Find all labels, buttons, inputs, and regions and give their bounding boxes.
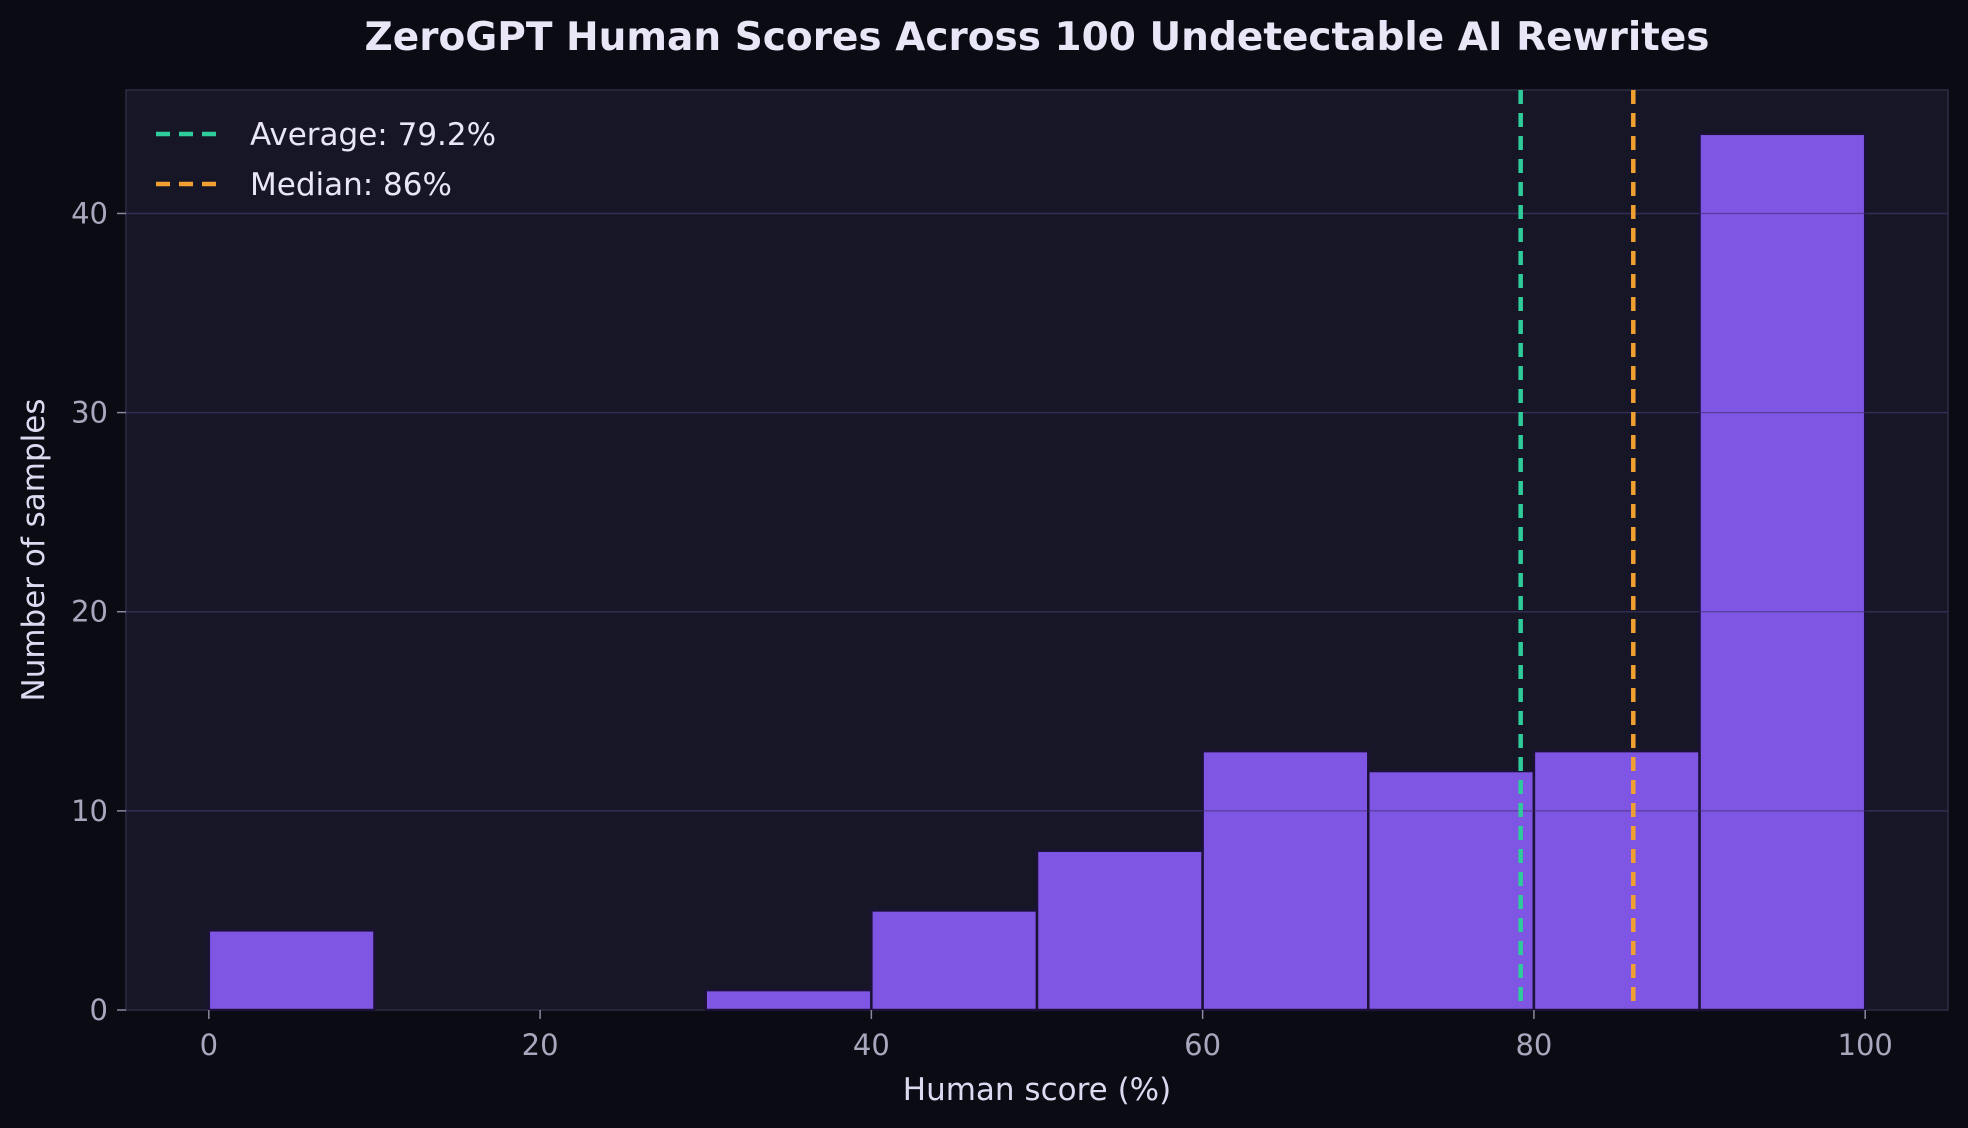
x-tick-label-0: 0 <box>200 1028 218 1062</box>
y-tick-label-30: 30 <box>71 396 108 430</box>
x-tick-label-40: 40 <box>853 1028 890 1062</box>
x-axis-label: Human score (%) <box>903 1072 1171 1108</box>
y-tick-label-20: 20 <box>71 595 108 629</box>
legend-label-median: Median: 86% <box>250 167 452 203</box>
histogram-bar-30-40 <box>704 988 873 1012</box>
histogram-bar-40-50 <box>870 909 1039 1012</box>
histogram-bar-60-70 <box>1201 749 1370 1012</box>
x-tick-label-60: 60 <box>1184 1028 1221 1062</box>
histogram-bar-50-60 <box>1035 849 1204 1012</box>
reference-lines <box>1518 90 1636 1010</box>
x-tick-label-20: 20 <box>522 1028 559 1062</box>
histogram-bars <box>126 132 1948 1012</box>
histogram-bar-80-90 <box>1532 749 1701 1012</box>
y-axis-label: Number of samples <box>16 399 52 702</box>
y-tick-label-10: 10 <box>71 794 108 828</box>
legend: Average: 79.2% Median: 86% <box>156 117 496 203</box>
axes: 0 20 40 60 80 100 0 10 20 30 40 <box>71 196 1893 1062</box>
histogram-bar-70-80 <box>1367 769 1536 1012</box>
y-tick-label-0: 0 <box>90 993 108 1027</box>
x-tick-label-100: 100 <box>1838 1028 1893 1062</box>
histogram-bar-0-10 <box>207 929 376 1012</box>
x-tick-label-80: 80 <box>1515 1028 1552 1062</box>
y-tick-label-40: 40 <box>71 196 108 230</box>
chart-title: ZeroGPT Human Scores Across 100 Undetect… <box>364 15 1709 60</box>
histogram-bar-90-100 <box>1698 132 1867 1012</box>
legend-label-average: Average: 79.2% <box>250 117 496 153</box>
